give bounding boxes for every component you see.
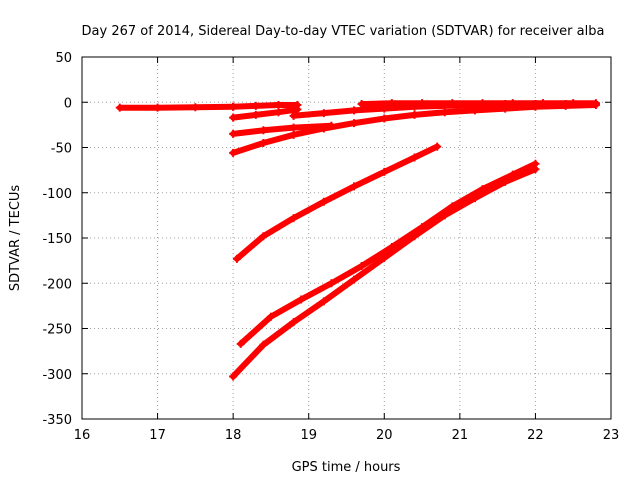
- data-point: [357, 262, 366, 271]
- data-point: [289, 123, 298, 132]
- y-tick-label: -50: [51, 142, 72, 157]
- data-series: [230, 102, 301, 110]
- y-tick-label: -350: [42, 413, 72, 428]
- y-tick-label: -150: [42, 232, 72, 247]
- data-point: [259, 340, 268, 349]
- data-point: [229, 372, 238, 381]
- data-point: [410, 110, 419, 119]
- data-point: [251, 110, 260, 119]
- data-point: [448, 99, 457, 108]
- data-point: [232, 254, 241, 263]
- data-series: [116, 103, 237, 111]
- data-point: [229, 113, 238, 122]
- data-point: [319, 109, 328, 118]
- plot-border: [81, 56, 612, 420]
- y-tick-label: -200: [42, 277, 72, 292]
- tick-labels: 16 17 18 19 20 21 22 23 -350 -300 -250 -200 -150 -100…: [42, 51, 619, 443]
- data-point: [274, 108, 283, 117]
- data-point: [350, 182, 359, 191]
- x-axis-label: GPS time / hours: [292, 460, 401, 475]
- data-series: [230, 106, 301, 121]
- x-tick-label: 20: [376, 428, 393, 443]
- data-point: [289, 318, 298, 327]
- x-tick-label: 18: [225, 428, 242, 443]
- data-point: [350, 106, 359, 115]
- y-axis-label: SDTVAR / TECUs: [8, 185, 23, 292]
- data-point: [327, 279, 336, 288]
- plot-area: [115, 99, 600, 381]
- x-tick-label: 23: [603, 428, 620, 443]
- x-tick-label: 21: [452, 428, 469, 443]
- data-point: [440, 211, 449, 220]
- data-point: [191, 103, 200, 112]
- data-point: [418, 99, 427, 108]
- data-point: [380, 253, 389, 262]
- data-point: [251, 101, 260, 110]
- x-tick-label: 16: [74, 428, 91, 443]
- x-tick-label: 17: [149, 428, 166, 443]
- data-point: [433, 142, 442, 151]
- data-point: [410, 232, 419, 241]
- data-point: [266, 312, 275, 321]
- y-tick-label: 0: [64, 96, 72, 111]
- data-point: [508, 99, 517, 108]
- data-point: [501, 177, 510, 186]
- data-point: [319, 297, 328, 306]
- data-point: [274, 100, 283, 109]
- data-point: [289, 214, 298, 223]
- data-point: [319, 197, 328, 206]
- data-point: [538, 99, 547, 108]
- data-point: [387, 99, 396, 108]
- data-point: [470, 194, 479, 203]
- data-point: [410, 153, 419, 162]
- data-series: [230, 122, 335, 137]
- data-point: [236, 339, 245, 348]
- data-point: [259, 126, 268, 135]
- data-point: [297, 295, 306, 304]
- data-point: [229, 102, 238, 111]
- data-point: [350, 119, 359, 128]
- y-tick-label: -300: [42, 368, 72, 383]
- y-tick-label: 50: [55, 51, 72, 66]
- data-point: [293, 105, 302, 114]
- data-series: [233, 143, 441, 262]
- data-point: [289, 111, 298, 120]
- chart-title: Day 267 of 2014, Sidereal Day-to-day VTE…: [82, 24, 605, 39]
- y-tick-label: -100: [42, 187, 72, 202]
- data-point: [229, 148, 238, 157]
- data-point: [115, 103, 124, 112]
- y-tick-label: -250: [42, 323, 72, 338]
- data-point: [289, 130, 298, 139]
- data-point: [531, 165, 540, 174]
- data-point: [591, 99, 600, 108]
- data-point: [350, 275, 359, 284]
- data-point: [259, 232, 268, 241]
- data-point: [569, 99, 578, 108]
- data-point: [319, 124, 328, 133]
- data-point: [229, 129, 238, 138]
- data-point: [478, 99, 487, 108]
- data-point: [380, 114, 389, 123]
- data-point: [380, 167, 389, 176]
- x-tick-label: 22: [527, 428, 544, 443]
- data-point: [357, 100, 366, 109]
- data-point: [259, 138, 268, 147]
- data-point: [153, 103, 162, 112]
- x-tick-label: 19: [300, 428, 317, 443]
